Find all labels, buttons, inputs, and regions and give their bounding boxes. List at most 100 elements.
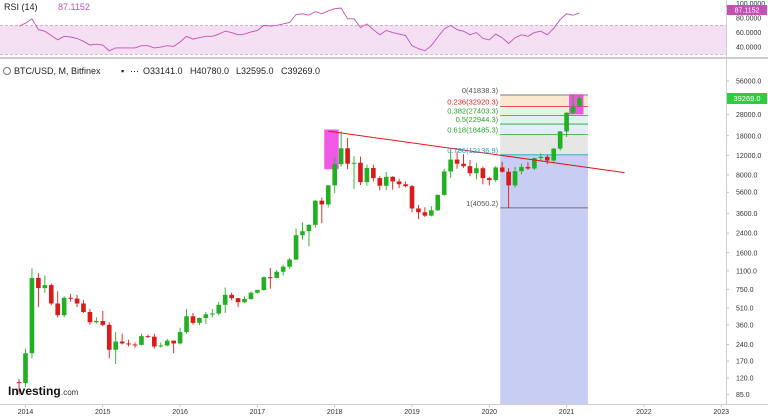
candle-body [197,317,202,323]
candle-body [171,340,176,344]
candle-body [106,324,112,350]
candle-body [519,166,524,172]
candle-body [48,285,54,304]
candle-body [551,148,557,161]
candle-body [152,336,157,347]
candle-body [216,304,222,314]
symbol-settings-icon[interactable] [3,67,11,75]
candle-body [293,235,299,260]
price-axis[interactable]: 85.0 120.0 170.0 240.0 360.0 510.0 750.0 1100.0… [726,78,761,399]
candle-body [544,156,550,161]
rsi-tick-label: 40.0000 [736,45,761,52]
candle-body [248,292,254,299]
main-panel: 0(41838.3)0.236(32920.3)0.382(27403.3)0.… [16,78,767,416]
rsi-tick-label: 60.0000 [736,30,761,37]
candle-body [577,98,582,107]
candle-body [280,266,286,272]
fib-level-label: 0.236(32920.3) [447,98,498,107]
candle-body [448,159,453,172]
price-tick-label: 5600.0 [736,190,758,197]
time-tick-label: 2023 [713,409,729,416]
candle-body [506,171,511,186]
candle-body [261,277,267,291]
candle-body [486,178,492,181]
price-badge-text: 39269.0 [733,94,760,103]
rsi-label: RSI (14) [4,2,38,12]
candle-body [474,168,479,174]
candle-body [383,176,389,186]
price-tick-label: 3600.0 [736,211,758,218]
candle-body [313,200,318,225]
time-tick-label: 2018 [327,409,343,416]
candle-body [255,290,260,293]
candle-body [338,148,344,165]
candle-body [29,277,35,354]
candle-body [345,148,350,164]
candle-body [435,194,441,211]
fibonacci-labels: 0(41838.3)0.236(32920.3)0.382(27403.3)0.… [447,86,498,208]
candles [16,95,582,395]
candle-body [42,285,48,289]
candle-body [467,166,473,174]
rsi-value: 87.1152 [58,2,90,12]
rsi-value-badge-text: 87.1152 [735,8,760,15]
time-tick-label: 2022 [636,409,652,416]
candle-body [119,341,125,344]
candle-body [100,320,106,325]
rsi-axis: 100.0000 80.0000 60.0000 40.0000 [736,1,765,52]
candle-body [229,294,234,299]
time-tick-label: 2017 [250,409,266,416]
symbol-more-icon[interactable]: ⋯ [130,66,139,76]
trendline[interactable] [328,130,625,174]
candle-body [209,313,215,315]
candle-body [441,171,447,195]
fib-level-label: 0(41838.3) [462,86,499,95]
candle-body [158,345,164,347]
price-tick-label: 85.0 [736,392,750,399]
time-tick-label: 2019 [404,409,420,416]
candle-body [139,336,144,345]
price-tick-label: 12000.0 [736,153,761,160]
candle-body [113,341,119,350]
candle-body [287,259,292,267]
price-tick-label: 56000.0 [736,78,761,85]
candle-body [564,112,569,132]
candle-body [184,316,189,333]
candle-body [396,181,402,185]
fibonacci-retracement[interactable] [500,94,588,404]
price-tick-label: 170.0 [736,359,754,366]
investing-logo: Investing .com [8,384,79,398]
candle-body [190,316,196,323]
candle-body [68,297,73,299]
price-tick-label: 120.0 [736,375,754,382]
candle-body [429,210,434,216]
candle-body [332,164,338,186]
candle-body [300,231,305,236]
logo-suffix: .com [61,388,79,397]
ohlc-open: O33141.0 [143,66,183,76]
candle-body [16,382,22,384]
price-tick-label: 1100.0 [736,268,757,275]
candle-body [454,159,460,164]
candle-body [351,162,357,164]
fib-level-label: 0.5(22944.3) [456,115,499,124]
candle-body [222,294,228,305]
highlight-box[interactable] [324,129,339,170]
price-tick-label: 1600.0 [736,250,758,257]
candle-body [319,200,325,205]
candle-body [364,167,370,183]
ohlc-low: L32595.0 [236,66,274,76]
candle-body [23,353,28,384]
time-axis[interactable]: 2014 2015 2016 2017 2018 2019 2020 2021 2022 2023 [18,404,729,416]
symbol-menu-icon[interactable]: ▪ [121,66,124,76]
time-tick-label: 2015 [95,409,111,416]
candle-body [480,168,486,179]
price-tick-label: 28000.0 [736,112,761,119]
candle-body [274,271,280,278]
candle-body [525,166,531,169]
fib-zone [500,134,588,155]
price-tick-label: 510.0 [736,306,754,313]
price-tick-label: 240.0 [736,342,754,349]
